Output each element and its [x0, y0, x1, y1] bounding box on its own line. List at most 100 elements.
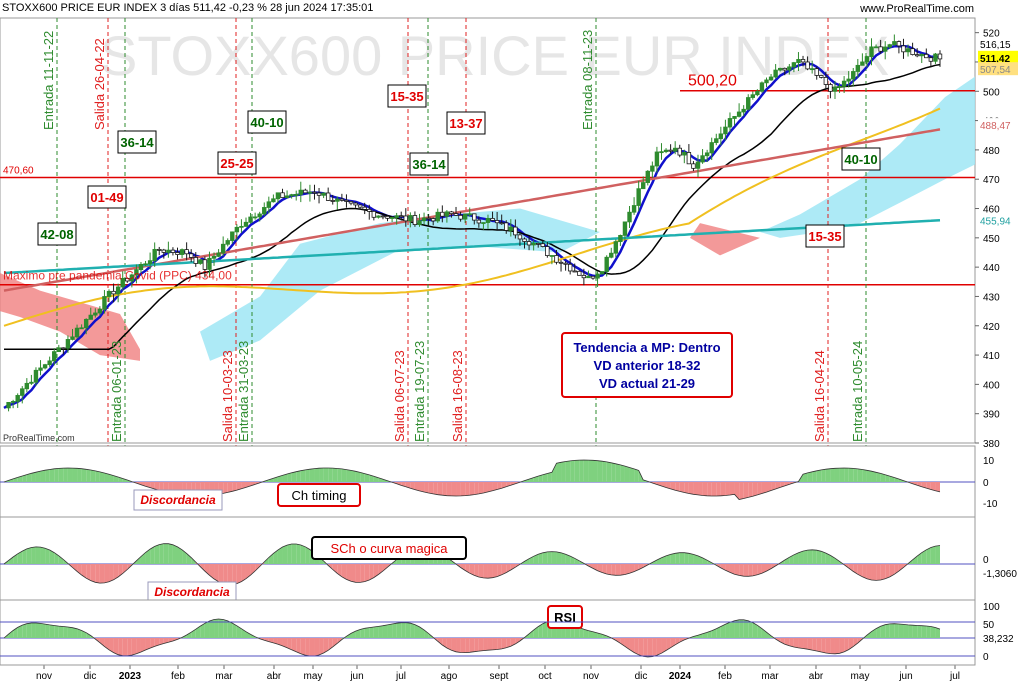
sch-area [734, 564, 740, 576]
rsi-area [392, 623, 397, 638]
ch-timing-area [698, 482, 703, 496]
candle-body [348, 201, 354, 204]
sch-area [588, 564, 593, 569]
candle-body [252, 216, 258, 219]
rsi-area [501, 638, 507, 649]
rsi-area [487, 638, 493, 651]
candle-body [357, 204, 363, 208]
ch-timing-area [433, 482, 438, 495]
sch-area [145, 549, 151, 564]
ch-timing-area [656, 482, 662, 487]
sch-area [8, 556, 14, 564]
rsi-line [3, 618, 941, 658]
ch-timing-area [351, 470, 356, 482]
sch-area [369, 564, 374, 580]
candle-body [467, 213, 472, 216]
sch-area [656, 557, 662, 564]
sch-area [611, 564, 616, 576]
signal-label: Entrada 10-05-24 [850, 341, 865, 442]
x-tick-label: abr [267, 671, 282, 682]
sch-area [766, 564, 772, 572]
candle-body [61, 347, 66, 350]
rsi-area [912, 625, 918, 638]
candle-body [604, 256, 609, 272]
ch-timing-area [871, 471, 877, 482]
candle-body [74, 327, 80, 338]
candle-body [476, 219, 482, 224]
rsi-area [757, 625, 762, 638]
sch-area [793, 552, 799, 564]
sch-area [172, 544, 178, 564]
sch-line [3, 543, 941, 586]
ch-timing-area [752, 482, 758, 497]
rsi-area [579, 627, 584, 638]
rsi-area [711, 628, 717, 638]
x-tick-label: ago [441, 671, 458, 682]
y-tick-label: 410 [983, 351, 1000, 362]
ch-timing-area [935, 482, 940, 492]
candle-body [211, 256, 217, 259]
x-tick-label: jul [395, 671, 406, 682]
ch-timing-area [369, 474, 374, 482]
sch-area [22, 548, 27, 564]
candle-body [207, 257, 212, 270]
ch-timing-area [150, 482, 155, 490]
candle-body [440, 211, 445, 217]
rsi-tick: 100 [983, 602, 1000, 613]
candle-body [732, 116, 737, 119]
ch-timing-area [857, 468, 863, 482]
candle-body [430, 218, 436, 222]
ch-timing-area [492, 482, 498, 491]
ch-timing-area [561, 461, 566, 482]
candle-body [937, 53, 943, 60]
rsi-area [99, 638, 105, 647]
rsi-area [328, 638, 333, 651]
signal-label: Entrada 31-03-23 [236, 341, 251, 442]
candle-body [15, 395, 20, 402]
rsi-area [373, 626, 379, 638]
sch-area [182, 549, 187, 564]
ch-timing-area [807, 471, 813, 482]
candle-body [563, 262, 568, 265]
candle-body [928, 57, 934, 62]
sch-area [679, 552, 685, 564]
rsi-area [150, 638, 155, 649]
x-tick-label: may [304, 671, 323, 682]
sch-area [912, 556, 918, 564]
x-tick-label: feb [171, 671, 185, 682]
sch-area [698, 555, 703, 564]
rsi-area [844, 638, 849, 652]
sch-area [620, 564, 625, 576]
sch-area [250, 564, 256, 576]
rsi-area [529, 630, 534, 638]
sch-area [177, 546, 183, 564]
sch-label-box [311, 536, 467, 560]
rsi-area [739, 619, 744, 638]
candle-body [303, 189, 308, 194]
candle-body [399, 215, 404, 218]
ch-timing-area [86, 469, 91, 482]
y-tick-label: 440 [983, 263, 1000, 274]
ch-timing-area [757, 482, 762, 495]
x-tick-label: dic [84, 671, 97, 682]
rsi-area [195, 626, 201, 638]
candle-body [147, 260, 153, 265]
trend-box-line: Tendencia a MP: Dentro [573, 340, 720, 355]
candle-body [20, 388, 25, 396]
candle-body [42, 364, 48, 369]
sch-area [72, 564, 78, 572]
sch-area [629, 564, 635, 574]
candle-body [782, 67, 787, 71]
rsi-area [8, 630, 14, 638]
ch-timing-area [67, 468, 73, 482]
sch-area [487, 564, 493, 579]
sch-area [638, 564, 644, 570]
rsi-area [109, 638, 114, 653]
candle-body [284, 195, 290, 198]
ma-yellow [3, 107, 941, 327]
ch-timing-area [446, 482, 452, 496]
sch-area [926, 547, 931, 564]
sch-area [597, 564, 603, 573]
ch-timing-area [926, 482, 931, 490]
ch-timing-area [880, 473, 886, 482]
